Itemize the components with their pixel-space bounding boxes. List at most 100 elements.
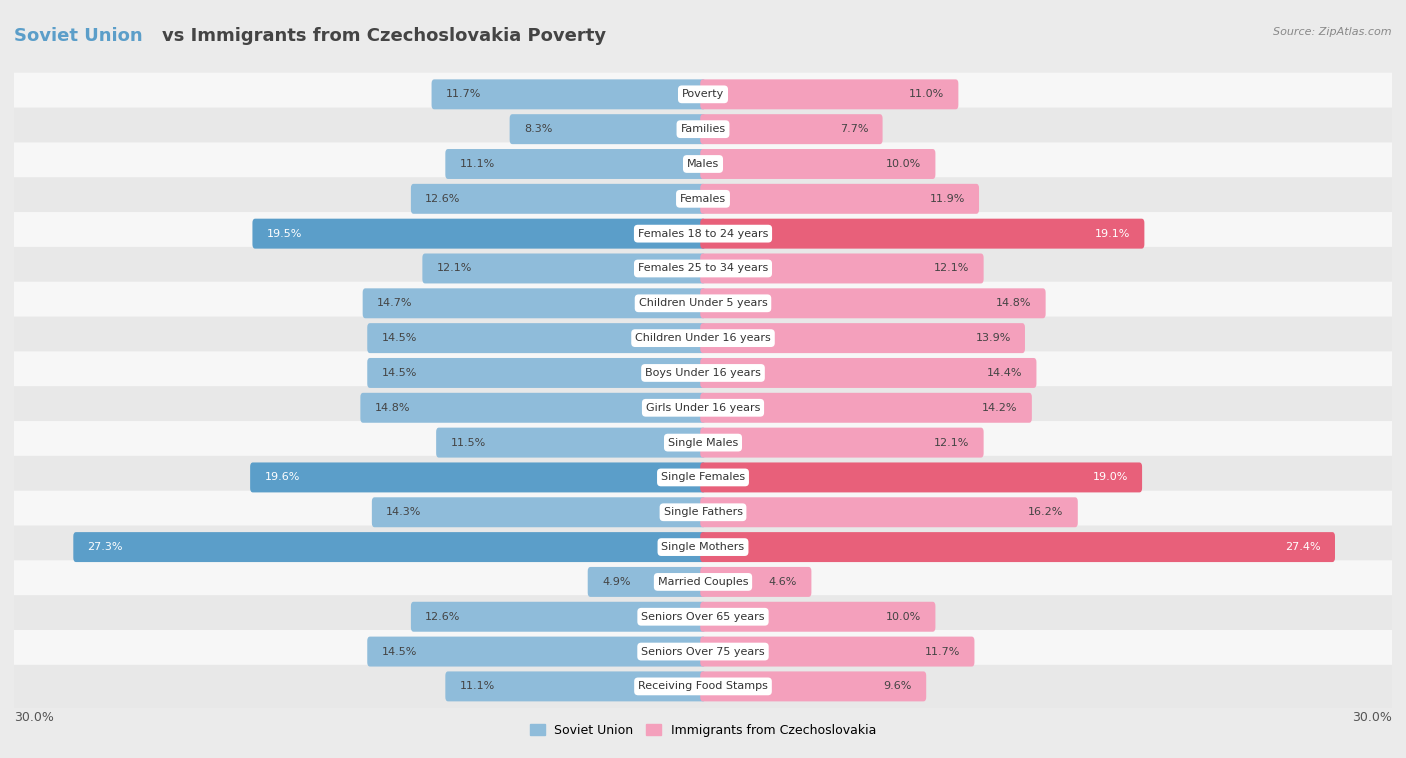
FancyBboxPatch shape	[700, 672, 927, 701]
Text: Seniors Over 65 years: Seniors Over 65 years	[641, 612, 765, 622]
Text: 13.9%: 13.9%	[976, 333, 1011, 343]
Text: Females 25 to 34 years: Females 25 to 34 years	[638, 264, 768, 274]
Text: Single Fathers: Single Fathers	[664, 507, 742, 517]
Text: 27.3%: 27.3%	[87, 542, 124, 552]
Text: 12.6%: 12.6%	[425, 612, 461, 622]
FancyBboxPatch shape	[509, 114, 706, 144]
FancyBboxPatch shape	[6, 247, 1400, 290]
FancyBboxPatch shape	[700, 149, 935, 179]
Text: Single Females: Single Females	[661, 472, 745, 482]
Legend: Soviet Union, Immigrants from Czechoslovakia: Soviet Union, Immigrants from Czechoslov…	[524, 719, 882, 742]
Text: 14.8%: 14.8%	[995, 299, 1032, 309]
FancyBboxPatch shape	[700, 602, 935, 631]
FancyBboxPatch shape	[446, 149, 706, 179]
Text: 10.0%: 10.0%	[886, 612, 921, 622]
Text: 12.1%: 12.1%	[934, 437, 969, 448]
Text: 11.9%: 11.9%	[929, 194, 965, 204]
Text: 14.3%: 14.3%	[387, 507, 422, 517]
FancyBboxPatch shape	[588, 567, 706, 597]
FancyBboxPatch shape	[6, 108, 1400, 151]
FancyBboxPatch shape	[6, 525, 1400, 568]
FancyBboxPatch shape	[73, 532, 706, 562]
Text: 19.0%: 19.0%	[1092, 472, 1128, 482]
Text: 14.5%: 14.5%	[381, 333, 416, 343]
Text: 12.1%: 12.1%	[437, 264, 472, 274]
Text: 7.7%: 7.7%	[839, 124, 869, 134]
Text: 14.7%: 14.7%	[377, 299, 412, 309]
FancyBboxPatch shape	[6, 177, 1400, 221]
Text: Single Mothers: Single Mothers	[661, 542, 745, 552]
FancyBboxPatch shape	[700, 532, 1334, 562]
Text: Children Under 5 years: Children Under 5 years	[638, 299, 768, 309]
FancyBboxPatch shape	[371, 497, 706, 528]
FancyBboxPatch shape	[6, 73, 1400, 116]
Text: 4.9%: 4.9%	[602, 577, 630, 587]
FancyBboxPatch shape	[6, 456, 1400, 499]
FancyBboxPatch shape	[360, 393, 706, 423]
FancyBboxPatch shape	[6, 143, 1400, 186]
Text: 11.1%: 11.1%	[460, 681, 495, 691]
FancyBboxPatch shape	[6, 282, 1400, 325]
Text: 14.4%: 14.4%	[987, 368, 1022, 378]
Text: Source: ZipAtlas.com: Source: ZipAtlas.com	[1274, 27, 1392, 36]
Text: 16.2%: 16.2%	[1028, 507, 1063, 517]
FancyBboxPatch shape	[6, 317, 1400, 360]
FancyBboxPatch shape	[446, 672, 706, 701]
Text: Families: Families	[681, 124, 725, 134]
Text: 30.0%: 30.0%	[14, 712, 53, 725]
Text: 11.7%: 11.7%	[925, 647, 960, 656]
FancyBboxPatch shape	[700, 288, 1046, 318]
Text: 14.5%: 14.5%	[381, 647, 416, 656]
FancyBboxPatch shape	[700, 637, 974, 666]
Text: 14.8%: 14.8%	[374, 402, 411, 413]
Text: vs Immigrants from Czechoslovakia Poverty: vs Immigrants from Czechoslovakia Povert…	[162, 27, 606, 45]
Text: 12.1%: 12.1%	[934, 264, 969, 274]
Text: Boys Under 16 years: Boys Under 16 years	[645, 368, 761, 378]
FancyBboxPatch shape	[6, 595, 1400, 638]
Text: Receiving Food Stamps: Receiving Food Stamps	[638, 681, 768, 691]
Text: Seniors Over 75 years: Seniors Over 75 years	[641, 647, 765, 656]
FancyBboxPatch shape	[432, 80, 706, 109]
FancyBboxPatch shape	[367, 637, 706, 666]
FancyBboxPatch shape	[700, 497, 1078, 528]
Text: 30.0%: 30.0%	[1353, 712, 1392, 725]
Text: 11.7%: 11.7%	[446, 89, 481, 99]
FancyBboxPatch shape	[253, 218, 706, 249]
Text: 12.6%: 12.6%	[425, 194, 461, 204]
Text: Females: Females	[681, 194, 725, 204]
Text: Girls Under 16 years: Girls Under 16 years	[645, 402, 761, 413]
FancyBboxPatch shape	[700, 462, 1142, 493]
Text: 11.0%: 11.0%	[908, 89, 945, 99]
Text: 4.6%: 4.6%	[769, 577, 797, 587]
Text: 19.5%: 19.5%	[267, 229, 302, 239]
FancyBboxPatch shape	[6, 630, 1400, 673]
Text: Poverty: Poverty	[682, 89, 724, 99]
FancyBboxPatch shape	[700, 184, 979, 214]
Text: 19.1%: 19.1%	[1095, 229, 1130, 239]
FancyBboxPatch shape	[6, 421, 1400, 464]
FancyBboxPatch shape	[700, 428, 984, 458]
FancyBboxPatch shape	[411, 184, 706, 214]
FancyBboxPatch shape	[363, 288, 706, 318]
FancyBboxPatch shape	[700, 393, 1032, 423]
FancyBboxPatch shape	[411, 602, 706, 631]
Text: Single Males: Single Males	[668, 437, 738, 448]
Text: 11.5%: 11.5%	[450, 437, 485, 448]
FancyBboxPatch shape	[6, 212, 1400, 255]
Text: Females 18 to 24 years: Females 18 to 24 years	[638, 229, 768, 239]
Text: Married Couples: Married Couples	[658, 577, 748, 587]
FancyBboxPatch shape	[700, 253, 984, 283]
FancyBboxPatch shape	[6, 560, 1400, 603]
FancyBboxPatch shape	[700, 323, 1025, 353]
Text: 11.1%: 11.1%	[460, 159, 495, 169]
FancyBboxPatch shape	[422, 253, 706, 283]
Text: 10.0%: 10.0%	[886, 159, 921, 169]
Text: Soviet Union: Soviet Union	[14, 27, 142, 45]
FancyBboxPatch shape	[6, 490, 1400, 534]
FancyBboxPatch shape	[700, 114, 883, 144]
FancyBboxPatch shape	[6, 386, 1400, 429]
Text: 9.6%: 9.6%	[883, 681, 912, 691]
Text: 8.3%: 8.3%	[524, 124, 553, 134]
FancyBboxPatch shape	[6, 352, 1400, 395]
FancyBboxPatch shape	[700, 80, 959, 109]
